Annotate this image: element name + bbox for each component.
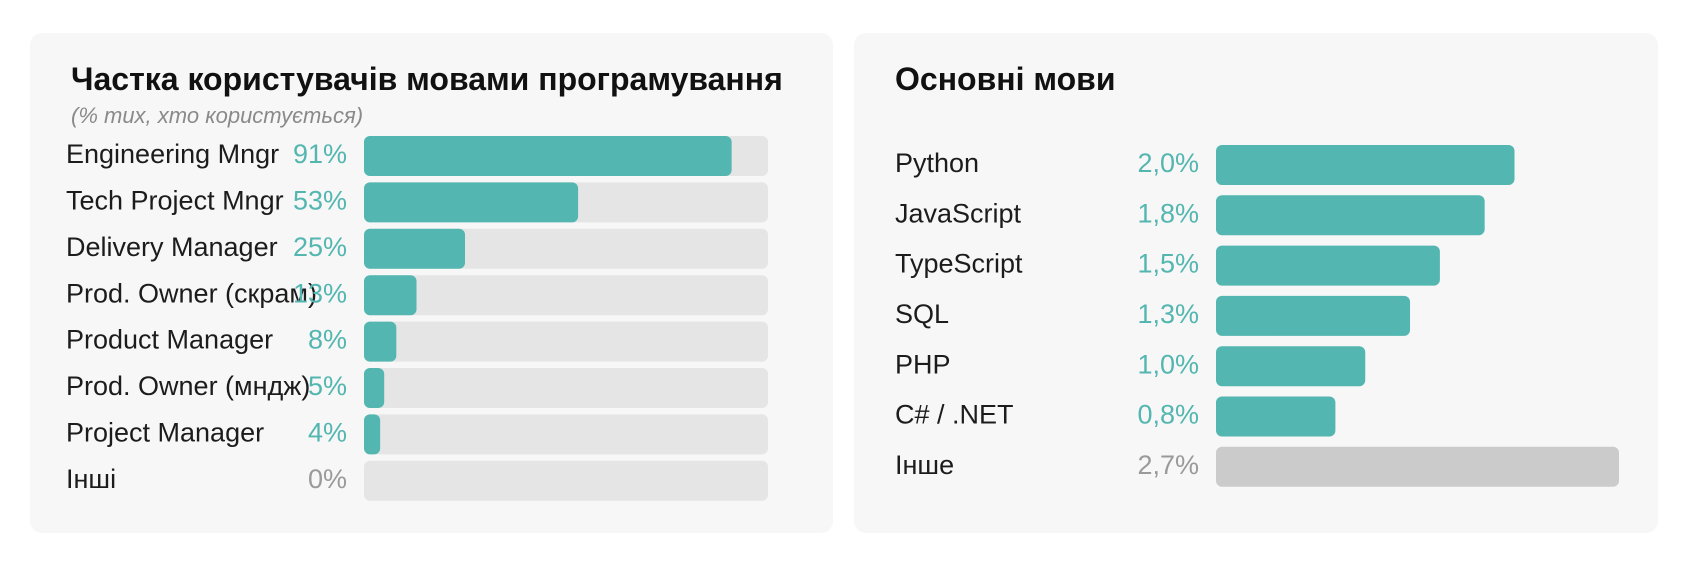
- bar-track: [364, 368, 768, 408]
- bar: [364, 136, 732, 176]
- category-label: Python: [895, 148, 979, 178]
- bar-track: [364, 460, 768, 501]
- bar-track: [364, 414, 768, 455]
- category-label: JavaScript: [895, 198, 1022, 228]
- bar-track: [364, 321, 768, 362]
- bar: [1216, 346, 1366, 387]
- languages-bar-chart: Python 2,0% JavaScript 1,8% TypeScript 1,5% SQ…: [895, 145, 1619, 487]
- value-label: 0,8%: [1137, 400, 1199, 430]
- roles-bar-chart: Engineering Mngr 91% Tech Project Mngr 53% D…: [66, 136, 768, 501]
- bar-track: [364, 275, 768, 316]
- bar: [1216, 295, 1411, 336]
- value-label: 13%: [293, 278, 347, 308]
- bar: [1216, 145, 1515, 185]
- category-label: TypeScript: [895, 249, 1023, 279]
- bar: [364, 275, 417, 316]
- bar: [364, 414, 381, 455]
- bar: [1216, 195, 1485, 236]
- chart-title: Основні мови: [895, 61, 1116, 97]
- category-label: C# / .NET: [895, 400, 1014, 430]
- chart-subtitle: (% тих, хто користується): [71, 103, 364, 128]
- value-label: 0%: [308, 464, 347, 494]
- value-label: 91%: [293, 139, 347, 169]
- category-label: PHP: [895, 349, 951, 379]
- bar: [364, 228, 465, 269]
- category-label: SQL: [895, 299, 949, 329]
- chart-card-languages: Основні мови Python 2,0% JavaScript 1,8% Typ…: [854, 33, 1658, 533]
- value-label: 25%: [293, 232, 347, 262]
- value-label: 5%: [308, 371, 347, 401]
- bar: [364, 182, 579, 223]
- value-label: 4%: [308, 418, 347, 448]
- value-label: 2,0%: [1137, 148, 1199, 178]
- bar: [1216, 446, 1619, 487]
- bar: [1216, 245, 1440, 286]
- bar: [364, 368, 385, 408]
- bar: [1216, 396, 1336, 437]
- category-label: Project Manager: [66, 418, 264, 448]
- bar: [364, 321, 397, 362]
- chart-card-roles: Частка користувачів мовами програмування…: [30, 33, 833, 533]
- category-label: Prod. Owner (мндж): [66, 371, 310, 401]
- chart-title: Частка користувачів мовами програмування: [71, 61, 783, 97]
- value-label: 53%: [293, 186, 347, 216]
- category-label: Tech Project Mngr: [66, 186, 284, 216]
- category-label: Delivery Manager: [66, 232, 278, 262]
- value-label: 8%: [308, 325, 347, 355]
- value-label: 1,0%: [1137, 349, 1199, 379]
- category-label: Інше: [895, 450, 954, 480]
- category-label: Engineering Mngr: [66, 139, 279, 169]
- value-label: 1,8%: [1137, 198, 1199, 228]
- category-label: Product Manager: [66, 325, 273, 355]
- value-label: 1,3%: [1137, 299, 1199, 329]
- value-label: 2,7%: [1137, 450, 1199, 480]
- category-label: Prod. Owner (скрам): [66, 278, 317, 308]
- category-label: Інші: [66, 464, 116, 494]
- value-label: 1,5%: [1137, 249, 1199, 279]
